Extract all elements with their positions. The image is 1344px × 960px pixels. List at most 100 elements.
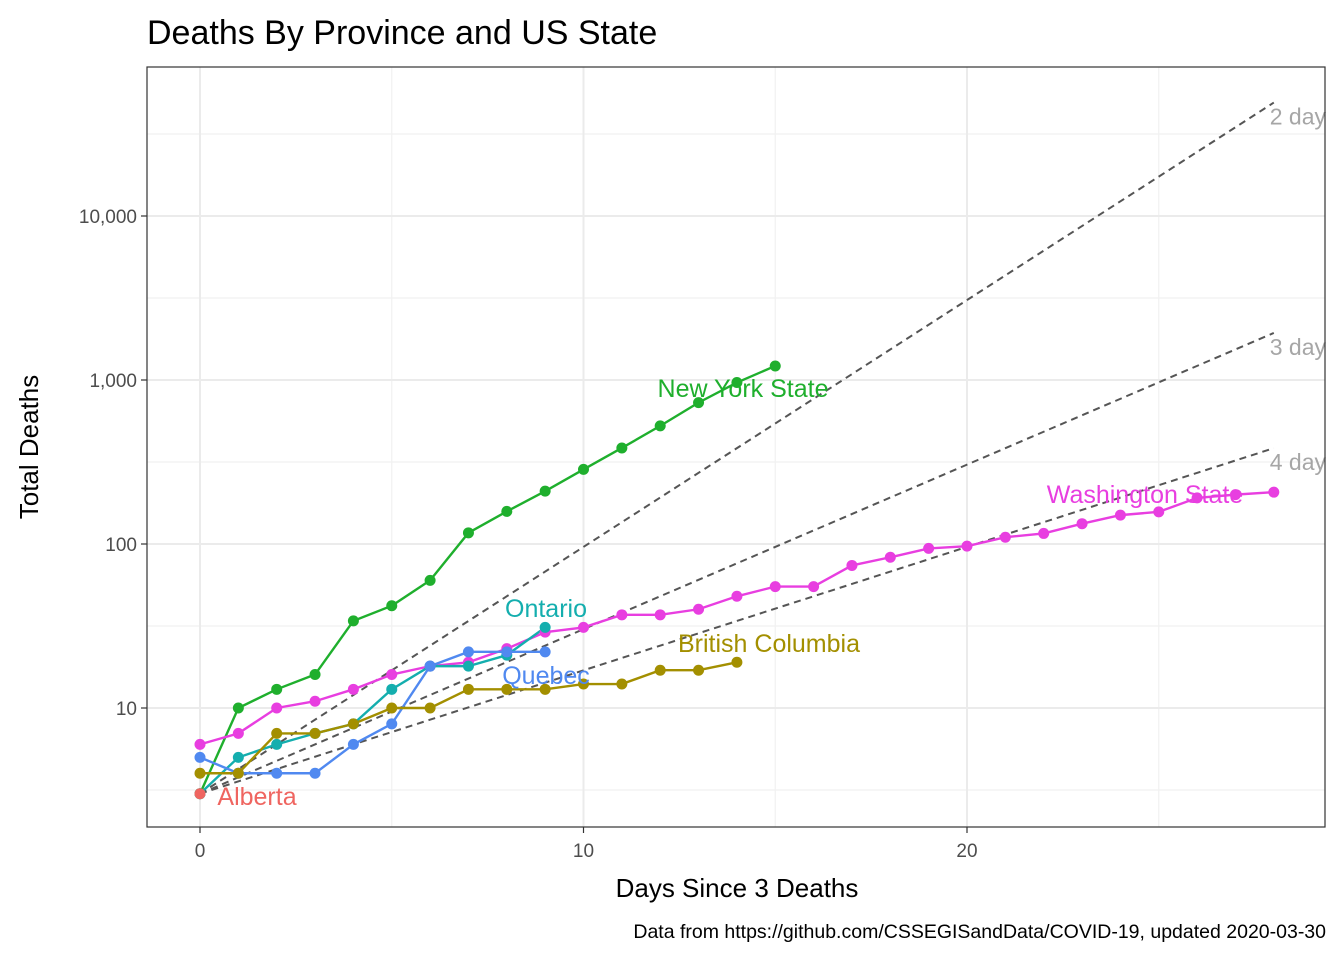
point-washington-state xyxy=(961,540,973,552)
series-label-alberta: Alberta xyxy=(217,783,296,811)
point-washington-state xyxy=(1114,509,1126,521)
series-label-british-columbia: British Columbia xyxy=(678,630,860,658)
point-new-york-state xyxy=(693,397,705,409)
point-british-columbia xyxy=(616,678,628,690)
point-quebec xyxy=(309,767,321,779)
point-british-columbia xyxy=(271,727,283,739)
reference-line-labels: 2 day 3 day 4 day xyxy=(1270,104,1327,476)
point-washington-state xyxy=(232,727,244,739)
point-british-columbia xyxy=(194,767,206,779)
point-washington-state xyxy=(731,590,743,602)
point-new-york-state xyxy=(386,600,398,612)
series-points xyxy=(194,360,1280,800)
point-washington-state xyxy=(616,609,628,621)
point-washington-state xyxy=(386,669,398,681)
point-washington-state xyxy=(808,581,820,593)
x-tick-label: 20 xyxy=(956,841,977,862)
point-washington-state xyxy=(1153,506,1165,518)
point-british-columbia xyxy=(501,683,513,695)
point-new-york-state xyxy=(539,485,551,497)
point-alberta xyxy=(194,788,206,800)
point-washington-state xyxy=(769,581,781,593)
point-new-york-state xyxy=(616,442,628,454)
reference-label-4-day: 4 day xyxy=(1270,449,1327,475)
point-washington-state xyxy=(309,695,321,707)
point-washington-state xyxy=(347,683,359,695)
point-british-columbia xyxy=(347,718,359,730)
point-quebec xyxy=(462,646,474,658)
y-tick-label: 100 xyxy=(105,535,137,556)
series-label-washington-state: Washington State xyxy=(1047,481,1243,509)
series-line-new-york-state xyxy=(198,364,776,795)
point-british-columbia xyxy=(232,767,244,779)
x-tick-label: 10 xyxy=(573,841,594,862)
plot-panel-border xyxy=(146,66,1326,828)
reference-label-2-day: 2 day xyxy=(1270,104,1327,130)
point-washington-state xyxy=(1076,518,1088,530)
point-british-columbia xyxy=(654,664,666,676)
point-new-york-state xyxy=(731,377,743,389)
point-ontario xyxy=(271,738,283,750)
point-washington-state xyxy=(1191,492,1203,504)
point-new-york-state xyxy=(347,615,359,627)
reference-line-2-day xyxy=(199,101,1275,795)
x-axis-ticks: 0 10 20 xyxy=(195,827,978,862)
point-washington-state xyxy=(846,559,858,571)
point-ontario xyxy=(539,621,551,633)
series-label-ontario: Ontario xyxy=(505,595,587,623)
x-tick-label: 0 xyxy=(195,841,206,862)
y-tick-label: 1,000 xyxy=(89,371,137,392)
point-washington-state xyxy=(999,531,1011,543)
point-ontario xyxy=(462,660,474,672)
reference-line-4-day xyxy=(199,447,1275,795)
series-line-ontario xyxy=(199,626,546,795)
y-tick-label: 10 xyxy=(116,699,137,720)
chart-caption: Data from https://github.com/CSSEGISandD… xyxy=(633,921,1326,943)
series-label-new-york-state: New York State xyxy=(658,375,829,403)
y-axis-ticks: 10 100 1,000 10,000 xyxy=(79,207,147,720)
point-british-columbia xyxy=(731,656,743,668)
point-new-york-state xyxy=(501,505,513,517)
point-quebec xyxy=(194,751,206,763)
point-new-york-state xyxy=(654,420,666,432)
series-label-quebec: Quebec xyxy=(502,662,590,690)
point-british-columbia xyxy=(539,683,551,695)
y-axis-title: Total Deaths xyxy=(14,375,44,520)
point-quebec xyxy=(386,718,398,730)
point-washington-state xyxy=(271,702,283,714)
point-washington-state xyxy=(194,738,206,750)
point-quebec xyxy=(501,646,513,658)
point-washington-state xyxy=(693,603,705,615)
point-washington-state xyxy=(884,551,896,563)
point-new-york-state xyxy=(309,669,321,681)
point-new-york-state xyxy=(578,463,589,475)
point-washington-state xyxy=(654,609,666,621)
point-quebec xyxy=(539,646,551,658)
point-british-columbia xyxy=(693,664,705,676)
point-british-columbia xyxy=(462,683,474,695)
point-new-york-state xyxy=(232,702,244,714)
y-tick-label: 10,000 xyxy=(79,207,137,228)
chart-title: Deaths By Province and US State xyxy=(147,14,657,52)
x-axis-title: Days Since 3 Deaths xyxy=(616,873,859,903)
series-line-quebec xyxy=(199,650,546,775)
point-washington-state xyxy=(1038,527,1050,539)
point-ontario xyxy=(386,683,398,695)
point-ontario xyxy=(232,751,244,763)
minor-gridlines xyxy=(147,67,1325,827)
reference-line-3-day xyxy=(199,332,1275,795)
point-quebec xyxy=(271,767,283,779)
point-british-columbia xyxy=(386,702,398,714)
point-washington-state xyxy=(578,621,589,633)
point-washington-state xyxy=(1268,486,1280,498)
point-quebec xyxy=(424,660,436,672)
point-new-york-state xyxy=(769,360,781,372)
point-new-york-state xyxy=(424,574,436,586)
reference-label-3-day: 3 day xyxy=(1270,334,1327,360)
point-new-york-state xyxy=(462,527,474,539)
point-washington-state xyxy=(923,542,935,554)
point-quebec xyxy=(347,738,359,750)
doubling-reference-lines xyxy=(199,101,1275,795)
point-new-york-state xyxy=(271,683,283,695)
